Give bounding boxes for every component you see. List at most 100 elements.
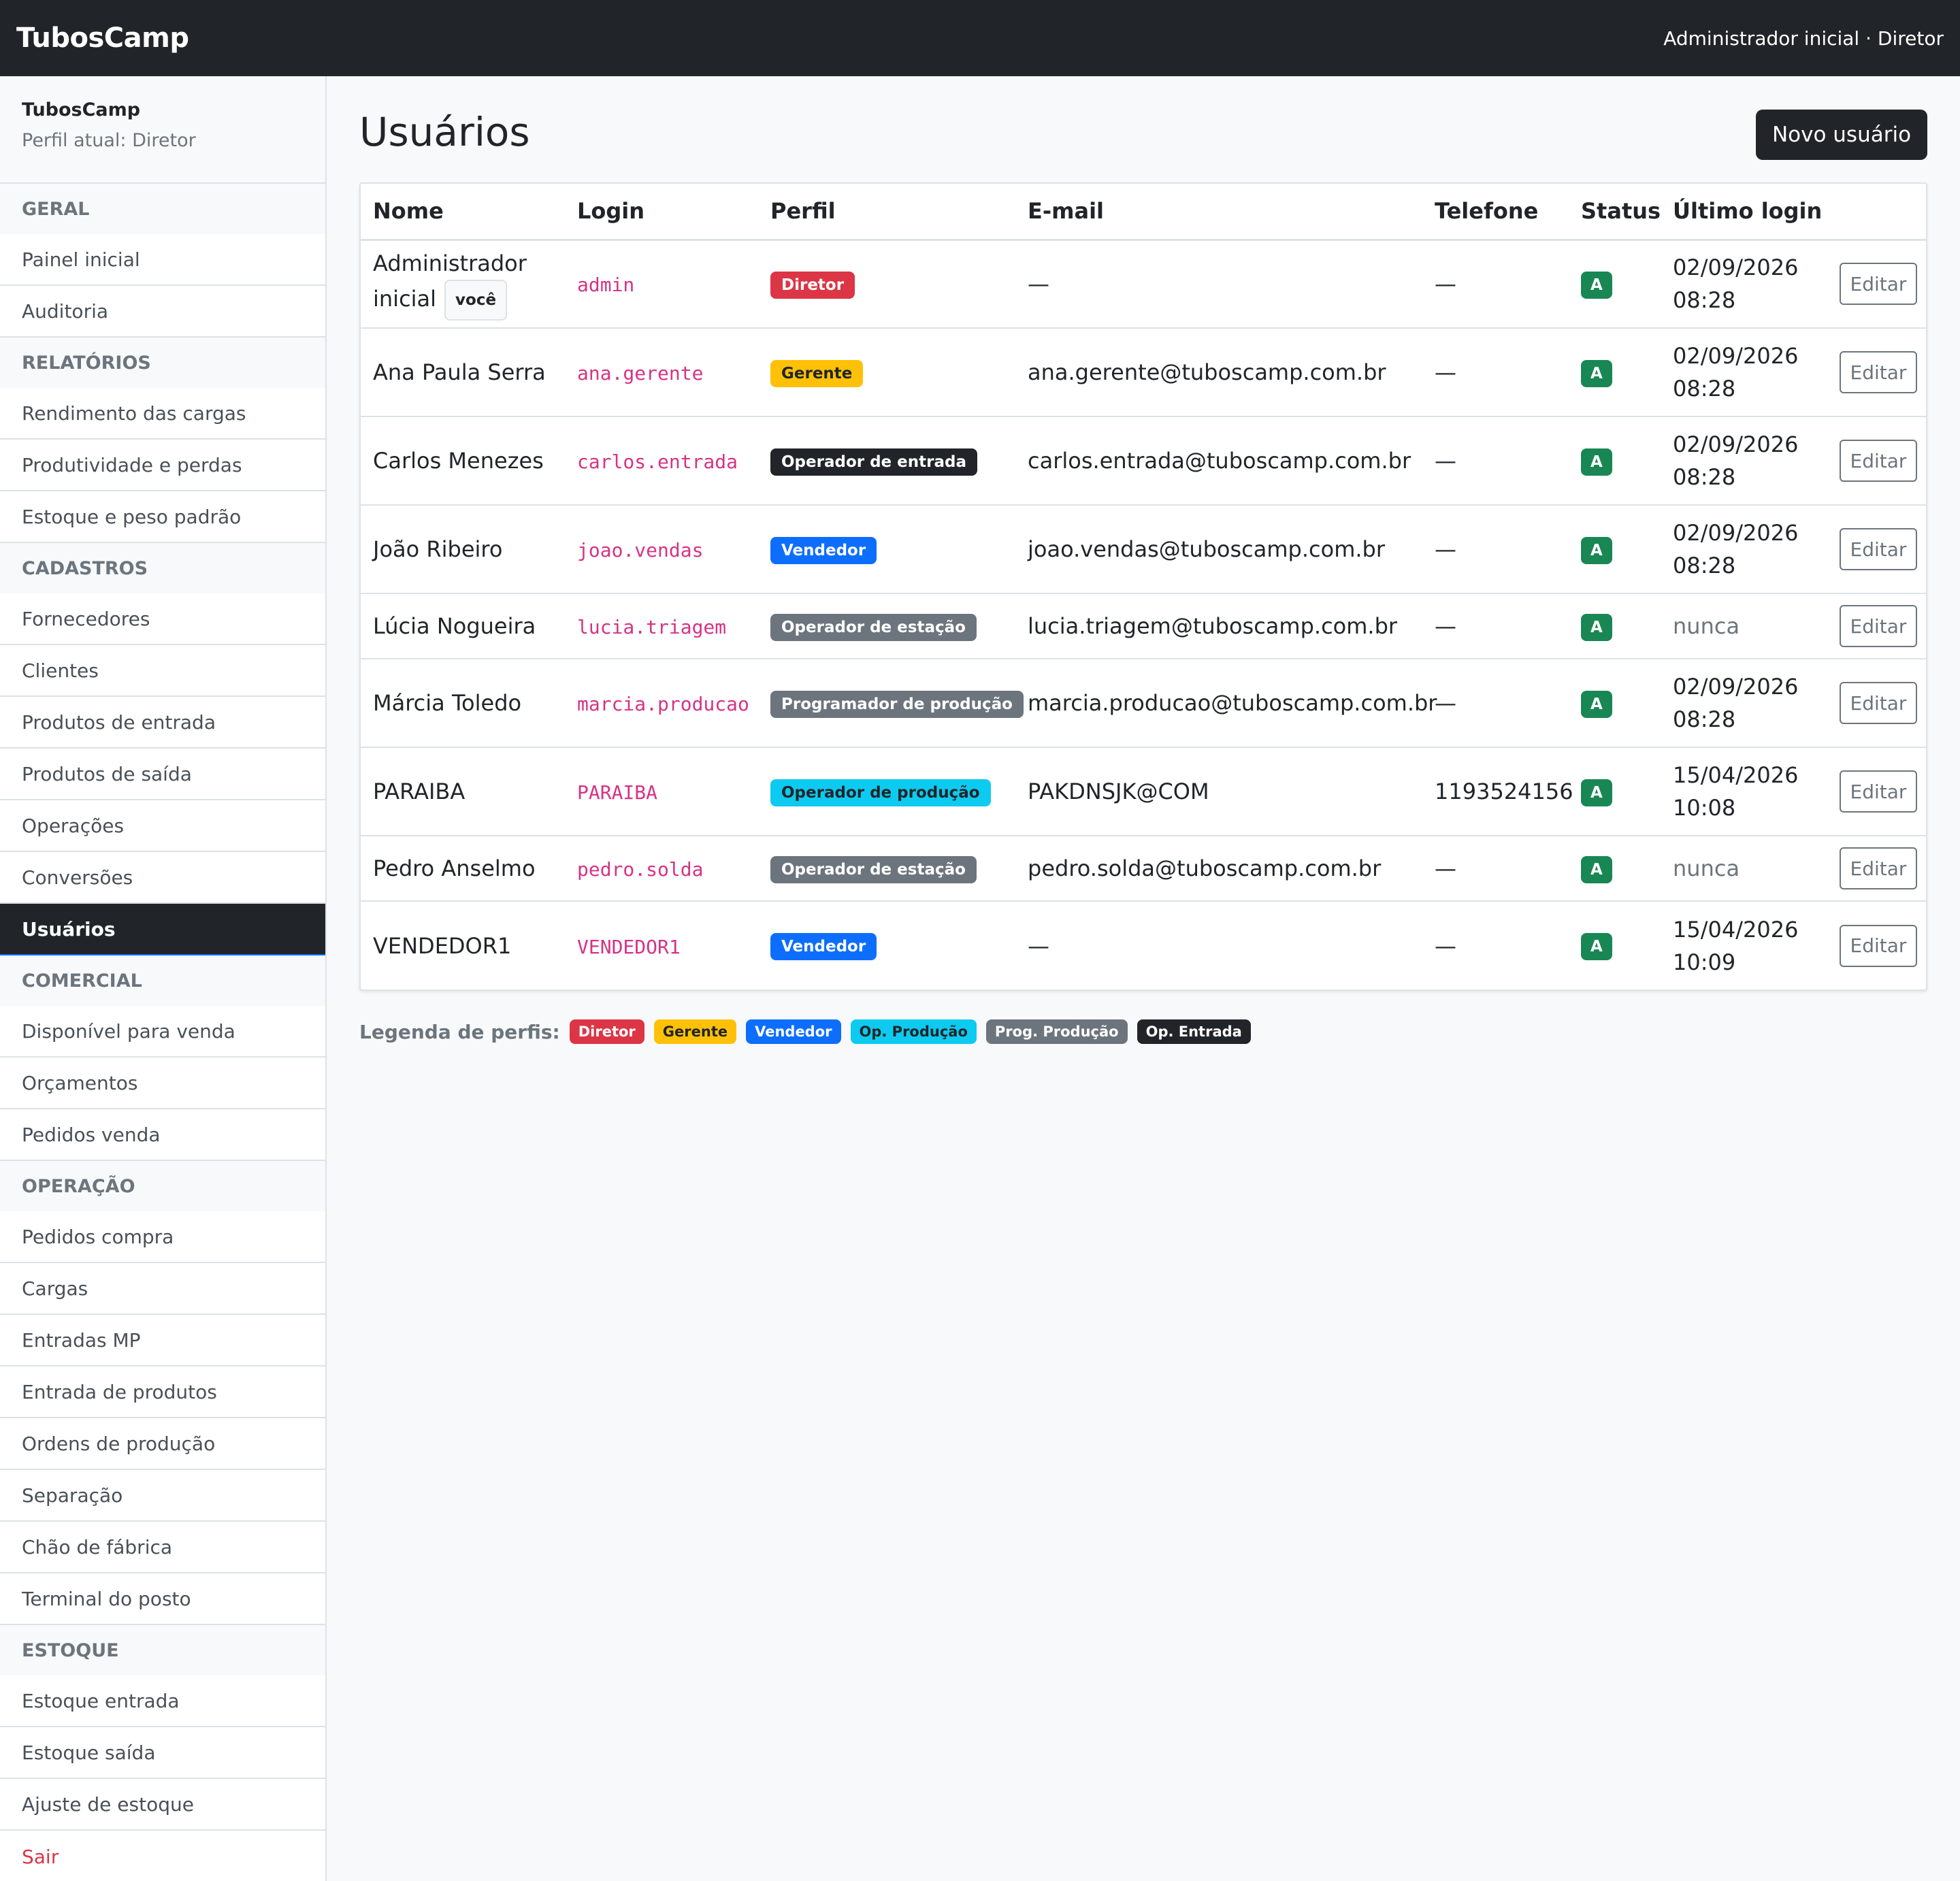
sidebar-item-pedidos-venda[interactable]: Pedidos venda xyxy=(0,1109,325,1161)
user-name: PARAIBA xyxy=(361,747,565,836)
sidebar: TubosCamp Perfil atual: Diretor GERAL Pa… xyxy=(0,76,327,1881)
edit-button[interactable]: Editar xyxy=(1840,263,1917,306)
column-header-profile: Perfil xyxy=(758,184,1015,241)
sidebar-item-disponivel-venda[interactable]: Disponível para venda xyxy=(0,1006,325,1058)
user-phone: — xyxy=(1422,659,1569,748)
user-name-cell: Administrador inicial você xyxy=(361,240,565,329)
sidebar-item-produtos-entrada[interactable]: Produtos de entrada xyxy=(0,697,325,749)
sidebar-item-auditoria[interactable]: Auditoria xyxy=(0,286,325,338)
edit-button[interactable]: Editar xyxy=(1840,440,1917,482)
user-login: ana.gerente xyxy=(577,362,704,385)
profile-badge: Operador de produção xyxy=(770,779,991,806)
sidebar-item-painel-inicial[interactable]: Painel inicial xyxy=(0,234,325,286)
page-title: Usuários xyxy=(359,109,530,155)
navbar-brand[interactable]: TubosCamp xyxy=(16,22,189,54)
user-name: Administrador inicial xyxy=(373,250,527,312)
user-phone: — xyxy=(1422,328,1569,417)
user-profile-cell: Diretor xyxy=(758,240,1015,329)
user-login: joao.vendas xyxy=(577,539,704,561)
user-status-cell: A xyxy=(1569,747,1661,836)
user-name: Márcia Toledo xyxy=(361,659,565,748)
sidebar-item-cargas[interactable]: Cargas xyxy=(0,1263,325,1315)
user-phone: — xyxy=(1435,932,1456,959)
user-status-cell: A xyxy=(1569,659,1661,748)
user-actions-cell: Editar xyxy=(1827,747,1926,836)
table-row: Pedro Anselmo pedro.solda Operador de es… xyxy=(361,836,1926,902)
top-navbar: TubosCamp Administrador inicial · Direto… xyxy=(0,0,1960,76)
profile-badge: Operador de estação xyxy=(770,855,977,883)
table-row: Carlos Menezes carlos.entrada Operador d… xyxy=(361,416,1926,506)
edit-button[interactable]: Editar xyxy=(1840,924,1917,967)
sidebar-item-entrada-produtos[interactable]: Entrada de produtos xyxy=(0,1367,325,1418)
status-badge: A xyxy=(1581,359,1612,387)
user-login-cell: PARAIBA xyxy=(565,747,758,836)
user-status-cell: A xyxy=(1569,505,1661,594)
user-profile-cell: Operador de entrada xyxy=(758,416,1015,506)
edit-button[interactable]: Editar xyxy=(1840,605,1917,647)
column-header-email: E-mail xyxy=(1015,184,1422,241)
sidebar-item-entradas-mp[interactable]: Entradas MP xyxy=(0,1315,325,1367)
user-login-cell: carlos.entrada xyxy=(565,416,758,506)
user-name: VENDEDOR1 xyxy=(373,932,512,959)
user-email: — xyxy=(1028,932,1049,959)
sidebar-item-produtividade-perdas[interactable]: Produtividade e perdas xyxy=(0,440,325,491)
status-badge: A xyxy=(1581,779,1612,806)
user-email: lucia.triagem@tuboscamp.com.br xyxy=(1015,593,1422,659)
sidebar-item-operacoes[interactable]: Operações xyxy=(0,800,325,852)
user-phone: — xyxy=(1422,505,1569,594)
sidebar-item-usuarios[interactable]: Usuários xyxy=(0,904,325,955)
sidebar-item-conversoes[interactable]: Conversões xyxy=(0,852,325,904)
user-status-cell: A xyxy=(1569,240,1661,329)
table-row: João Ribeiro joao.vendas Vendedor joao.v… xyxy=(361,505,1926,594)
edit-button[interactable]: Editar xyxy=(1840,528,1917,570)
sidebar-item-separacao[interactable]: Separação xyxy=(0,1470,325,1522)
user-login-cell: admin xyxy=(565,240,758,329)
table-row: PARAIBA PARAIBA Operador de produção PAK… xyxy=(361,747,1926,836)
you-badge: você xyxy=(444,280,508,321)
edit-button[interactable]: Editar xyxy=(1840,682,1917,724)
sidebar-item-produtos-saida[interactable]: Produtos de saída xyxy=(0,749,325,800)
user-login: carlos.entrada xyxy=(577,451,738,473)
user-last-login: 02/09/2026 08:28 xyxy=(1661,240,1827,329)
sidebar-item-rendimento-cargas[interactable]: Rendimento das cargas xyxy=(0,388,325,440)
sidebar-item-estoque-peso-padrao[interactable]: Estoque e peso padrão xyxy=(0,491,325,543)
new-user-button[interactable]: Novo usuário xyxy=(1756,110,1927,160)
user-status-cell: A xyxy=(1569,328,1661,417)
sidebar-item-logout[interactable]: Sair xyxy=(0,1831,325,1881)
sidebar-item-terminal-posto[interactable]: Terminal do posto xyxy=(0,1573,325,1625)
sidebar-item-clientes[interactable]: Clientes xyxy=(0,645,325,697)
user-email: carlos.entrada@tuboscamp.com.br xyxy=(1015,416,1422,506)
profile-badge: Vendedor xyxy=(770,933,877,960)
sidebar-item-estoque-entrada[interactable]: Estoque entrada xyxy=(0,1675,325,1727)
status-badge: A xyxy=(1581,536,1612,564)
user-login: PARAIBA xyxy=(577,781,658,804)
user-last-login: nunca xyxy=(1661,593,1827,659)
sidebar-item-orcamentos[interactable]: Orçamentos xyxy=(0,1058,325,1109)
column-header-phone: Telefone xyxy=(1422,184,1569,241)
sidebar-item-ordens-producao[interactable]: Ordens de produção xyxy=(0,1418,325,1470)
user-login: lucia.triagem xyxy=(577,616,727,638)
edit-button[interactable]: Editar xyxy=(1840,847,1917,889)
profile-badge: Operador de estação xyxy=(770,613,977,641)
user-status-cell: A xyxy=(1569,416,1661,506)
user-actions-cell: Editar xyxy=(1827,505,1926,594)
sidebar-section-relatorios: RELATÓRIOS xyxy=(0,338,325,388)
sidebar-item-estoque-saida[interactable]: Estoque saída xyxy=(0,1727,325,1779)
profile-legend: Legenda de perfis: Diretor Gerente Vende… xyxy=(359,1019,1251,1044)
sidebar-header: TubosCamp Perfil atual: Diretor xyxy=(0,76,325,184)
user-email: ana.gerente@tuboscamp.com.br xyxy=(1015,328,1422,417)
user-phone: 1193524156 xyxy=(1422,747,1573,836)
legend-badge-gerente: Gerente xyxy=(653,1019,737,1044)
user-login-cell: lucia.triagem xyxy=(565,593,758,659)
sidebar-item-ajuste-estoque[interactable]: Ajuste de estoque xyxy=(0,1779,325,1831)
sidebar-section-operacao: OPERAÇÃO xyxy=(0,1161,325,1211)
edit-button[interactable]: Editar xyxy=(1840,770,1917,813)
sidebar-item-chao-fabrica[interactable]: Chão de fábrica xyxy=(0,1522,325,1573)
sidebar-item-pedidos-compra[interactable]: Pedidos compra xyxy=(0,1211,325,1263)
sidebar-item-fornecedores[interactable]: Fornecedores xyxy=(0,593,325,645)
users-table: Nome Login Perfil E-mail Telefone Status… xyxy=(361,184,1926,989)
user-email: pedro.solda@tuboscamp.com.br xyxy=(1015,836,1422,902)
sidebar-current-role: Perfil atual: Diretor xyxy=(22,130,196,151)
user-status-cell: A xyxy=(1569,836,1661,902)
edit-button[interactable]: Editar xyxy=(1840,351,1917,393)
